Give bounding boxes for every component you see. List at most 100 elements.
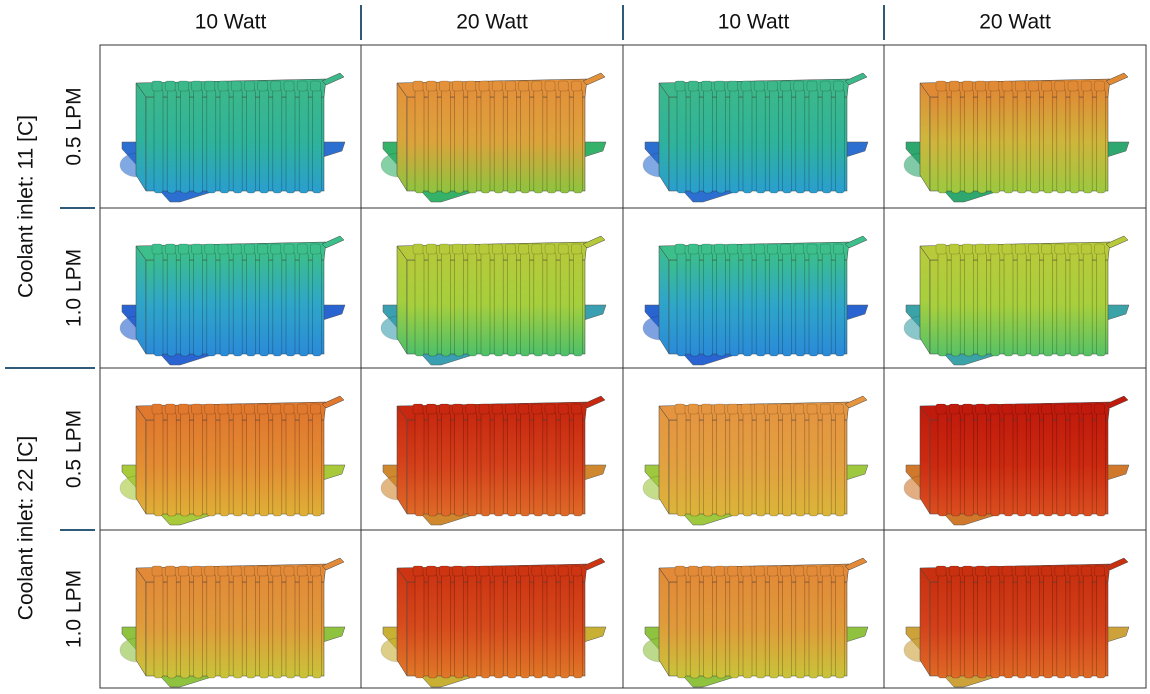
cell-rib bbox=[427, 88, 438, 194]
cell-rib bbox=[573, 88, 583, 194]
cell-cap bbox=[1054, 243, 1066, 255]
cell-cap bbox=[793, 403, 805, 415]
cell-cap bbox=[531, 403, 543, 415]
cell-cap bbox=[1014, 80, 1026, 92]
pack-side bbox=[658, 405, 670, 515]
group-label: Coolant inlet: 11 [C] bbox=[15, 115, 38, 298]
cell-rib bbox=[206, 251, 217, 357]
pack-tab bbox=[321, 395, 345, 409]
cell-cap bbox=[714, 80, 725, 92]
cell-rib bbox=[835, 411, 845, 517]
cell-cap bbox=[780, 565, 791, 577]
cell-cap bbox=[833, 243, 844, 255]
cell-cap bbox=[204, 565, 216, 577]
cell-cap bbox=[1094, 403, 1105, 415]
cell-cap bbox=[819, 243, 831, 255]
cell-rib bbox=[1082, 251, 1093, 357]
cell-cap bbox=[557, 243, 569, 255]
cell-cap bbox=[465, 403, 477, 415]
cell-cap bbox=[425, 565, 437, 577]
cell-cap bbox=[439, 565, 450, 577]
cell-cap bbox=[191, 403, 202, 415]
cell-cap bbox=[505, 243, 516, 255]
cell-rib bbox=[1030, 573, 1040, 679]
cell-rib bbox=[676, 573, 687, 679]
cell-rib bbox=[166, 251, 177, 357]
cell-rib bbox=[1096, 411, 1106, 517]
cell-rib bbox=[166, 573, 177, 679]
cell-rib bbox=[729, 411, 740, 517]
cell-rib bbox=[180, 573, 190, 679]
cell-cap bbox=[204, 403, 216, 415]
pack-side bbox=[396, 82, 408, 192]
cell-cap bbox=[687, 403, 699, 415]
cell-cap bbox=[544, 403, 556, 415]
pack-tab bbox=[1105, 557, 1129, 571]
pack-side bbox=[919, 405, 931, 515]
cell-rib bbox=[480, 88, 491, 194]
cell-cap bbox=[793, 243, 805, 255]
cell-cap bbox=[412, 403, 424, 415]
cell-rib bbox=[206, 573, 217, 679]
cell-rib bbox=[166, 88, 177, 194]
row-label: 0.5 LPM bbox=[63, 410, 86, 488]
cell-cap bbox=[701, 243, 712, 255]
cell-cap bbox=[257, 565, 268, 577]
cell-cap bbox=[1094, 565, 1105, 577]
pack-tab bbox=[1105, 395, 1129, 409]
row-label: 0.5 LPM bbox=[63, 87, 86, 165]
cell-cap bbox=[767, 243, 778, 255]
cell-rib bbox=[454, 573, 464, 679]
cell-rib bbox=[990, 411, 1001, 517]
cell-cap bbox=[975, 565, 986, 577]
cell-cap bbox=[1028, 565, 1039, 577]
pack-tab bbox=[844, 557, 868, 571]
cell-cap bbox=[151, 243, 163, 255]
cell-cap bbox=[780, 80, 791, 92]
pack-tab bbox=[321, 235, 345, 249]
cell-rib bbox=[835, 88, 845, 194]
cell-cap bbox=[674, 243, 686, 255]
cell-cap bbox=[988, 403, 1000, 415]
pack-tab bbox=[321, 557, 345, 571]
cell-rib bbox=[689, 573, 700, 679]
cell-rib bbox=[964, 573, 974, 679]
cell-rib bbox=[1069, 88, 1080, 194]
cell-cap bbox=[571, 243, 582, 255]
cell-cap bbox=[727, 403, 739, 415]
cell-rib bbox=[1096, 573, 1106, 679]
pack-side bbox=[396, 567, 408, 677]
cell-rib bbox=[950, 88, 961, 194]
cell-rib bbox=[480, 411, 491, 517]
cell-cap bbox=[962, 243, 973, 255]
pack-side bbox=[135, 567, 147, 677]
cell-rib bbox=[1016, 251, 1027, 357]
cell-rib bbox=[272, 251, 283, 357]
cell-rib bbox=[795, 573, 806, 679]
cell-cap bbox=[1041, 403, 1052, 415]
cell-rib bbox=[259, 411, 269, 517]
cell-cap bbox=[296, 565, 308, 577]
cell-cap bbox=[935, 403, 947, 415]
cell-cap bbox=[178, 565, 189, 577]
cell-cap bbox=[412, 243, 424, 255]
cell-rib bbox=[1016, 411, 1027, 517]
cell-cap bbox=[270, 80, 282, 92]
cell-rib bbox=[427, 411, 438, 517]
cell-rib bbox=[1030, 251, 1040, 357]
cell-cap bbox=[465, 565, 477, 577]
pack-side bbox=[658, 567, 670, 677]
cell-rib bbox=[180, 88, 190, 194]
cell-rib bbox=[298, 573, 309, 679]
cell-rib bbox=[285, 251, 296, 357]
cell-rib bbox=[716, 411, 726, 517]
cell-rib bbox=[206, 88, 217, 194]
cell-cap bbox=[557, 565, 569, 577]
cell-rib bbox=[689, 251, 700, 357]
cell-cap bbox=[714, 403, 725, 415]
pack-tab bbox=[582, 557, 606, 571]
cell-rib bbox=[298, 251, 309, 357]
cell-cap bbox=[544, 80, 556, 92]
cell-cap bbox=[452, 403, 463, 415]
pack-tab bbox=[321, 72, 345, 86]
